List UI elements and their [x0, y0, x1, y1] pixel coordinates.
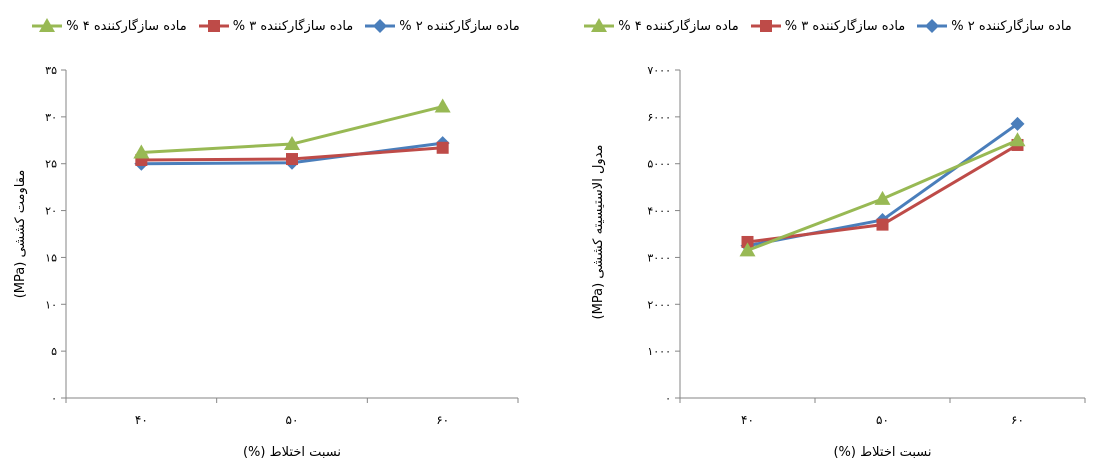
- y-tick-label: ۰: [51, 392, 57, 405]
- y-tick-label: ۲۵: [45, 158, 57, 171]
- legend-label: ماده سازگارکننده ۳ %: [784, 18, 906, 34]
- legend-item: ماده سازگارکننده ۲ %: [365, 18, 520, 34]
- x-tick-label: ۵۰: [876, 413, 889, 427]
- y-tick-label: ۱۵: [45, 251, 57, 264]
- legend-item: ماده سازگارکننده ۴ %: [32, 18, 187, 34]
- legend-swatch: [32, 18, 63, 32]
- y-axis-title: مدول الاستیسیته کششی (MPa): [591, 145, 606, 320]
- legend-label: ماده سازگارکننده ۴ %: [66, 18, 187, 34]
- data-point: [739, 242, 756, 257]
- x-tick-label: ۵۰: [286, 413, 299, 427]
- legend-label: ماده سازگارکننده ۲ %: [951, 18, 1072, 34]
- data-point: [1009, 132, 1026, 147]
- y-tick-label: ۰: [665, 392, 671, 405]
- legend-marker: [39, 18, 56, 32]
- legend-item: ماده سازگارکننده ۳ %: [750, 18, 906, 34]
- y-tick-label: ۷۰۰۰: [647, 64, 671, 77]
- data-point: [436, 141, 449, 154]
- legend-swatch: [365, 19, 396, 33]
- legend-item: ماده سازگارکننده ۳ %: [198, 18, 354, 34]
- y-tick-label: ۴۰۰۰: [647, 205, 671, 218]
- chart-elastic-modulus: ۰ ۱۰۰۰ ۲۰۰۰ ۳۰۰۰ ۴۰۰۰ ۵۰۰۰ ۶۰۰۰ ۷۰۰۰ ۴۰ ۵۰ ۶۰ نسبت …: [591, 64, 1086, 460]
- y-tick-label: ۲۰: [45, 205, 57, 218]
- x-axis-title: نسبت اختلاط (%): [243, 445, 341, 460]
- data-point: [874, 190, 891, 205]
- y-axis-title: مقاومت کششی (MPa): [13, 170, 28, 299]
- chart-panel-elastic-modulus: ماده سازگارکننده ۲ % ماده سازگارکننده ۳ %…: [552, 0, 1104, 462]
- legend: ماده سازگارکننده ۲ % ماده سازگارکننده ۳ %…: [552, 14, 1104, 38]
- legend-marker: [207, 20, 220, 32]
- legend-marker: [759, 20, 772, 32]
- chart-tensile-strength: ۰ ۵ ۱۰ ۱۵ ۲۰ ۲۵ ۳۰ ۳۵ ۴۰ ۵۰ ۶۰ نسبت اختلاط (%) مقاوم…: [13, 64, 519, 460]
- data-point: [1010, 116, 1025, 131]
- legend: ماده سازگارکننده ۲ % ماده سازگارکننده ۳ %…: [0, 14, 552, 38]
- data-point: [741, 235, 754, 248]
- y-tick-label: ۱۰۰۰: [647, 345, 671, 358]
- y-tick-label: ۱۰: [45, 298, 57, 311]
- x-tick-label: ۴۰: [741, 413, 754, 427]
- data-point: [284, 136, 300, 151]
- x-tick-label: ۶۰: [1011, 413, 1024, 427]
- legend-swatch: [198, 20, 229, 32]
- legend-swatch: [750, 20, 781, 32]
- legend-marker: [373, 19, 388, 33]
- data-point: [434, 98, 451, 113]
- legend-marker: [925, 19, 940, 33]
- legend-swatch: [917, 19, 948, 33]
- y-tick-label: ۶۰۰۰: [647, 111, 671, 124]
- chart-panel-tensile-strength: ماده سازگارکننده ۲ % ماده سازگارکننده ۳ %…: [0, 14, 552, 460]
- y-tick-label: ۵۰۰۰: [647, 158, 671, 171]
- legend-label: ماده سازگارکننده ۲ %: [399, 18, 520, 34]
- y-tick-label: ۳۵: [45, 64, 57, 77]
- legend-marker: [591, 18, 608, 32]
- legend-label: ماده سازگارکننده ۴ %: [618, 18, 739, 34]
- x-tick-label: ۶۰: [436, 413, 449, 427]
- x-axis-title: نسبت اختلاط (%): [833, 445, 931, 460]
- legend-item: ماده سازگارکننده ۴ %: [584, 18, 739, 34]
- data-point: [133, 144, 150, 159]
- y-tick-label: ۳۰۰۰: [647, 251, 671, 264]
- data-point: [286, 153, 298, 166]
- legend-swatch: [584, 18, 615, 32]
- y-tick-label: ۵: [51, 345, 57, 358]
- legend-label: ماده سازگارکننده ۳ %: [232, 18, 354, 34]
- data-point: [876, 218, 889, 231]
- x-tick-label: ۴۰: [135, 413, 148, 427]
- legend-item: ماده سازگارکننده ۲ %: [917, 18, 1072, 34]
- y-tick-label: ۳۰: [45, 111, 57, 124]
- y-tick-label: ۲۰۰۰: [647, 298, 671, 311]
